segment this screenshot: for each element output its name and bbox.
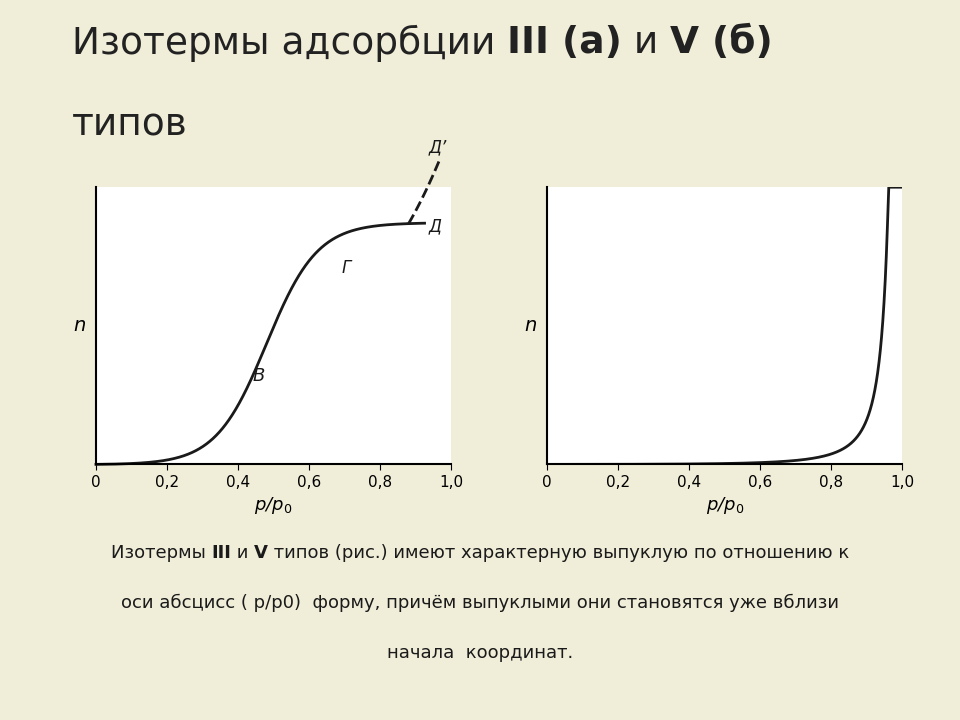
Y-axis label: n: n [73, 316, 85, 336]
Text: Г: Г [341, 259, 350, 277]
Text: и: и [622, 24, 670, 61]
Text: типов: типов [72, 107, 188, 143]
Text: Изотермы адсорбции: Изотермы адсорбции [72, 24, 507, 62]
Y-axis label: n: n [524, 316, 537, 336]
X-axis label: p/p$_0$: p/p$_0$ [706, 495, 744, 516]
Text: оси абсцисс ( р/р0)  форму, причём выпуклыми они становятся уже вблизи: оси абсцисс ( р/р0) форму, причём выпукл… [121, 594, 839, 612]
Text: и: и [231, 544, 254, 562]
X-axis label: p/p$_0$: p/p$_0$ [254, 495, 293, 516]
Text: типов (рис.) имеют характерную выпуклую по отношению к: типов (рис.) имеют характерную выпуклую … [268, 544, 850, 562]
Text: Д: Д [428, 217, 441, 235]
Text: Д’: Д’ [428, 138, 446, 156]
Text: III (а): III (а) [507, 24, 622, 61]
Text: начала  координат.: начала координат. [387, 644, 573, 662]
Text: Изотермы: Изотермы [110, 544, 211, 562]
Text: V (б): V (б) [670, 24, 773, 61]
Text: V: V [254, 544, 268, 562]
Text: В: В [252, 367, 265, 385]
Text: III: III [211, 544, 231, 562]
